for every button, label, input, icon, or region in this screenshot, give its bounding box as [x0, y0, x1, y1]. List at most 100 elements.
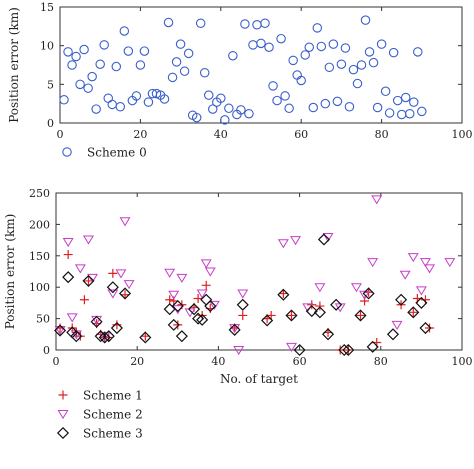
data-point: [356, 60, 367, 70]
data-point: [354, 309, 367, 322]
data-point: [313, 306, 326, 319]
data-point: [74, 264, 86, 274]
data-point: [79, 295, 89, 305]
bottom-axes-frame: [55, 192, 463, 351]
data-point: [264, 42, 274, 52]
data-point: [139, 331, 152, 344]
data-point: [107, 289, 119, 299]
data-point: [407, 253, 419, 263]
x-tick-label: 20: [130, 355, 144, 368]
data-point: [272, 95, 282, 106]
data-point: [196, 289, 208, 299]
data-point: [165, 295, 175, 305]
series-0: [59, 15, 427, 125]
data-point: [151, 88, 162, 99]
data-point: [82, 274, 95, 287]
y-tick-label: 10: [40, 40, 54, 53]
data-point: [392, 95, 403, 106]
legend-marker: [58, 390, 68, 400]
data-point: [82, 235, 94, 245]
data-point: [95, 59, 105, 69]
data-point: [62, 271, 75, 284]
data-point: [107, 99, 118, 110]
x-tick-label: 0: [53, 355, 60, 368]
data-point: [362, 287, 375, 300]
data-point: [266, 310, 276, 320]
data-point: [342, 343, 355, 357]
data-point: [320, 98, 331, 109]
data-point: [321, 328, 335, 341]
data-point: [139, 46, 150, 56]
legend-label: Scheme 1: [83, 389, 143, 403]
data-point: [386, 328, 400, 341]
legend-marker: [57, 410, 69, 420]
y-tick-label: 150: [29, 250, 50, 263]
data-point: [66, 313, 78, 323]
data-point: [79, 44, 89, 55]
data-point: [350, 283, 362, 293]
data-point: [71, 51, 81, 62]
data-point: [415, 296, 428, 309]
data-point: [324, 62, 335, 73]
data-point: [293, 343, 306, 357]
data-point: [238, 310, 248, 320]
data-point: [277, 239, 289, 249]
data-point: [216, 93, 226, 104]
data-point: [196, 313, 209, 326]
data-point: [208, 104, 218, 114]
series-2: [54, 233, 432, 357]
data-point: [372, 102, 383, 113]
data-point: [338, 343, 351, 357]
data-point: [236, 105, 246, 115]
data-point: [286, 310, 296, 320]
data-point: [115, 102, 126, 112]
x-tick-label: 0: [57, 128, 64, 141]
data-point: [193, 294, 203, 304]
data-point: [199, 67, 210, 78]
data-point: [407, 306, 420, 319]
x-tick-label: 40: [211, 355, 225, 368]
chart-bottom: 0 20 40 60 80 100 0 50 100 150 200 250 Position er…: [3, 187, 473, 441]
data-point: [90, 315, 103, 328]
legend-label: Scheme 3: [83, 427, 143, 441]
data-point: [322, 233, 334, 243]
data-point: [87, 71, 97, 82]
data-point: [94, 330, 107, 343]
data-point: [308, 102, 319, 113]
data-point: [54, 325, 66, 336]
data-point: [240, 19, 250, 29]
x-tick-label: 80: [375, 128, 389, 141]
data-point: [123, 46, 134, 56]
data-point: [409, 97, 419, 107]
data-point: [54, 324, 67, 337]
data-point: [280, 91, 290, 101]
data-point: [419, 321, 432, 335]
data-point: [278, 288, 288, 298]
data-point: [135, 60, 146, 70]
legend-marker: [62, 147, 72, 157]
data-point: [228, 50, 238, 61]
data-point: [102, 330, 115, 343]
data-point: [237, 289, 249, 299]
data-point: [112, 320, 122, 330]
data-point: [312, 23, 323, 33]
top-y-axis-label: Position error (km): [7, 7, 21, 123]
data-point: [191, 112, 202, 123]
axes-box: [55, 192, 463, 351]
data-point: [123, 280, 135, 290]
data-point: [204, 267, 216, 277]
data-point: [284, 103, 294, 114]
data-point: [203, 90, 214, 100]
data-point: [228, 323, 241, 336]
legend-label: Scheme 0: [87, 146, 147, 160]
top-x-ticks: 0 20 40 60 80 100: [57, 7, 473, 141]
data-point: [224, 103, 234, 114]
data-point: [417, 106, 427, 117]
bottom-data-points: [54, 195, 456, 357]
data-point: [119, 26, 130, 36]
data-point: [163, 17, 174, 28]
legend-marker: [56, 426, 70, 440]
data-point: [444, 258, 456, 268]
